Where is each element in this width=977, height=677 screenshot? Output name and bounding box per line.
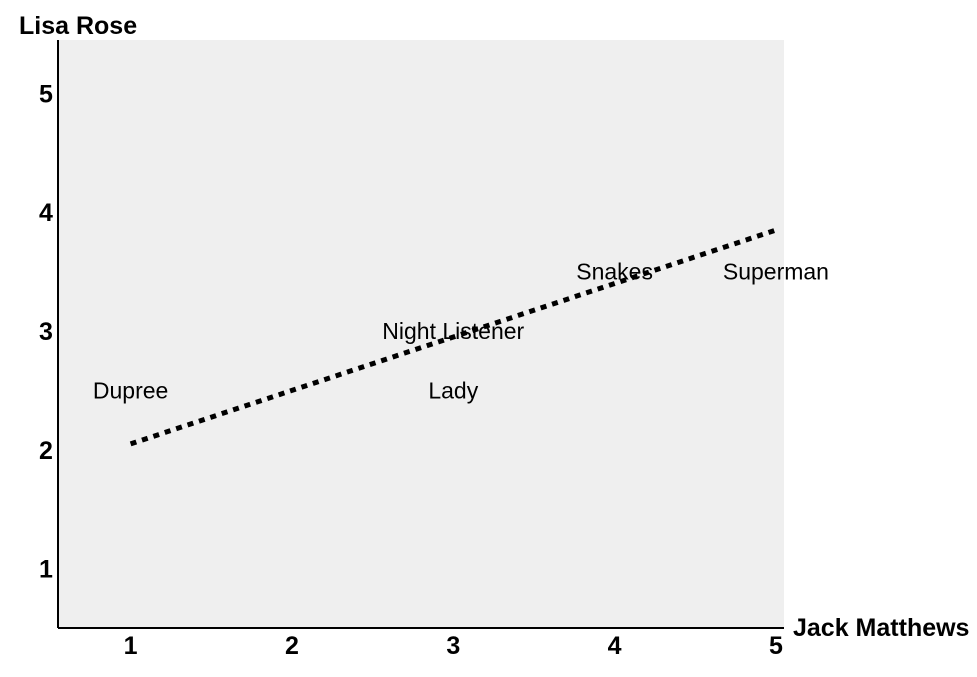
point-label: Dupree bbox=[93, 377, 168, 403]
y-tick-label: 1 bbox=[39, 556, 53, 584]
point-label: Snakes bbox=[576, 259, 653, 285]
point-labels: Dupree Night Listener Lady Snakes Superman bbox=[93, 259, 829, 404]
x-tick-labels: 1 2 3 4 5 bbox=[124, 632, 783, 660]
plot-background bbox=[58, 40, 784, 628]
y-tick-labels: 1 2 3 4 5 bbox=[39, 80, 53, 583]
y-tick-label: 2 bbox=[39, 437, 53, 465]
y-axis-title: Lisa Rose bbox=[19, 12, 137, 40]
point-label: Night Listener bbox=[382, 318, 524, 344]
x-tick-label: 4 bbox=[608, 632, 622, 660]
x-tick-label: 1 bbox=[124, 632, 138, 660]
x-axis-title: Jack Matthews bbox=[793, 614, 969, 642]
y-tick-label: 4 bbox=[39, 199, 53, 227]
x-tick-label: 2 bbox=[285, 632, 299, 660]
y-tick-label: 5 bbox=[39, 80, 53, 108]
axes bbox=[57, 40, 784, 629]
trendline-group bbox=[129, 227, 777, 447]
point-label: Lady bbox=[428, 377, 478, 403]
trendline bbox=[129, 227, 777, 447]
point-label: Superman bbox=[723, 259, 829, 285]
x-tick-label: 5 bbox=[769, 632, 783, 660]
y-tick-label: 3 bbox=[39, 318, 53, 346]
x-tick-label: 3 bbox=[446, 632, 460, 660]
